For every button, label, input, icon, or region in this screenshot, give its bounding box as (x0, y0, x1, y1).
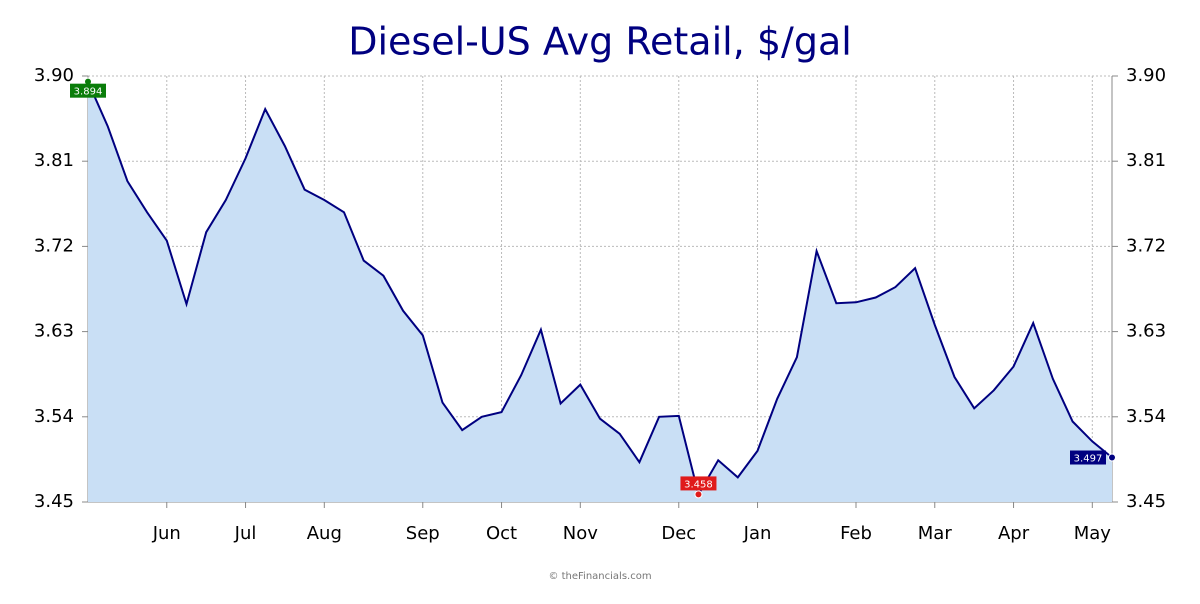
y-tick-label: 3.63 (34, 321, 74, 342)
x-tick-label: May (1074, 523, 1112, 544)
chart-title: Diesel-US Avg Retail, $/gal (348, 20, 852, 64)
point-last (1108, 453, 1116, 462)
value-label-box (1070, 450, 1106, 465)
value-label-box (680, 476, 717, 491)
x-tick-label: Jun (152, 523, 181, 544)
y2-tick-label: 3.72 (1126, 235, 1166, 256)
value-label: 3.497 (1074, 454, 1103, 465)
x-tick-label: Apr (998, 523, 1030, 544)
x-tick-label: Jul (234, 523, 257, 544)
value-label-box (70, 83, 106, 98)
source: © theFinancials.com (548, 571, 651, 582)
y2-tick-label: 3.45 (1126, 491, 1166, 512)
y-tick-label: 3.81 (34, 150, 74, 171)
point-min (694, 490, 703, 499)
y-tick-label: 3.45 (34, 491, 74, 512)
line (87, 81, 1113, 498)
x-tick-label: Aug (307, 523, 342, 544)
y-tick-label: 3.90 (34, 65, 74, 86)
x-tick-label: Feb (840, 523, 872, 544)
x-tick-label: Mar (918, 523, 953, 544)
y2-tick-label: 3.90 (1126, 65, 1166, 86)
x-tick-label: Nov (563, 523, 598, 544)
value-label: 3.894 (74, 87, 103, 98)
value-label: 3.458 (684, 479, 713, 490)
y2-tick-label: 3.63 (1126, 321, 1166, 342)
x-tick-label: Oct (486, 523, 517, 544)
area (88, 81, 1112, 502)
y-tick-label: 3.54 (34, 406, 74, 427)
x-tick-label: Dec (661, 523, 696, 544)
x-tick-label: Sep (406, 523, 440, 544)
y-tick-label: 3.72 (34, 235, 74, 256)
y2-tick-label: 3.81 (1126, 150, 1166, 171)
x-tick-label: Jan (743, 523, 772, 544)
y2-tick-label: 3.54 (1126, 406, 1166, 427)
